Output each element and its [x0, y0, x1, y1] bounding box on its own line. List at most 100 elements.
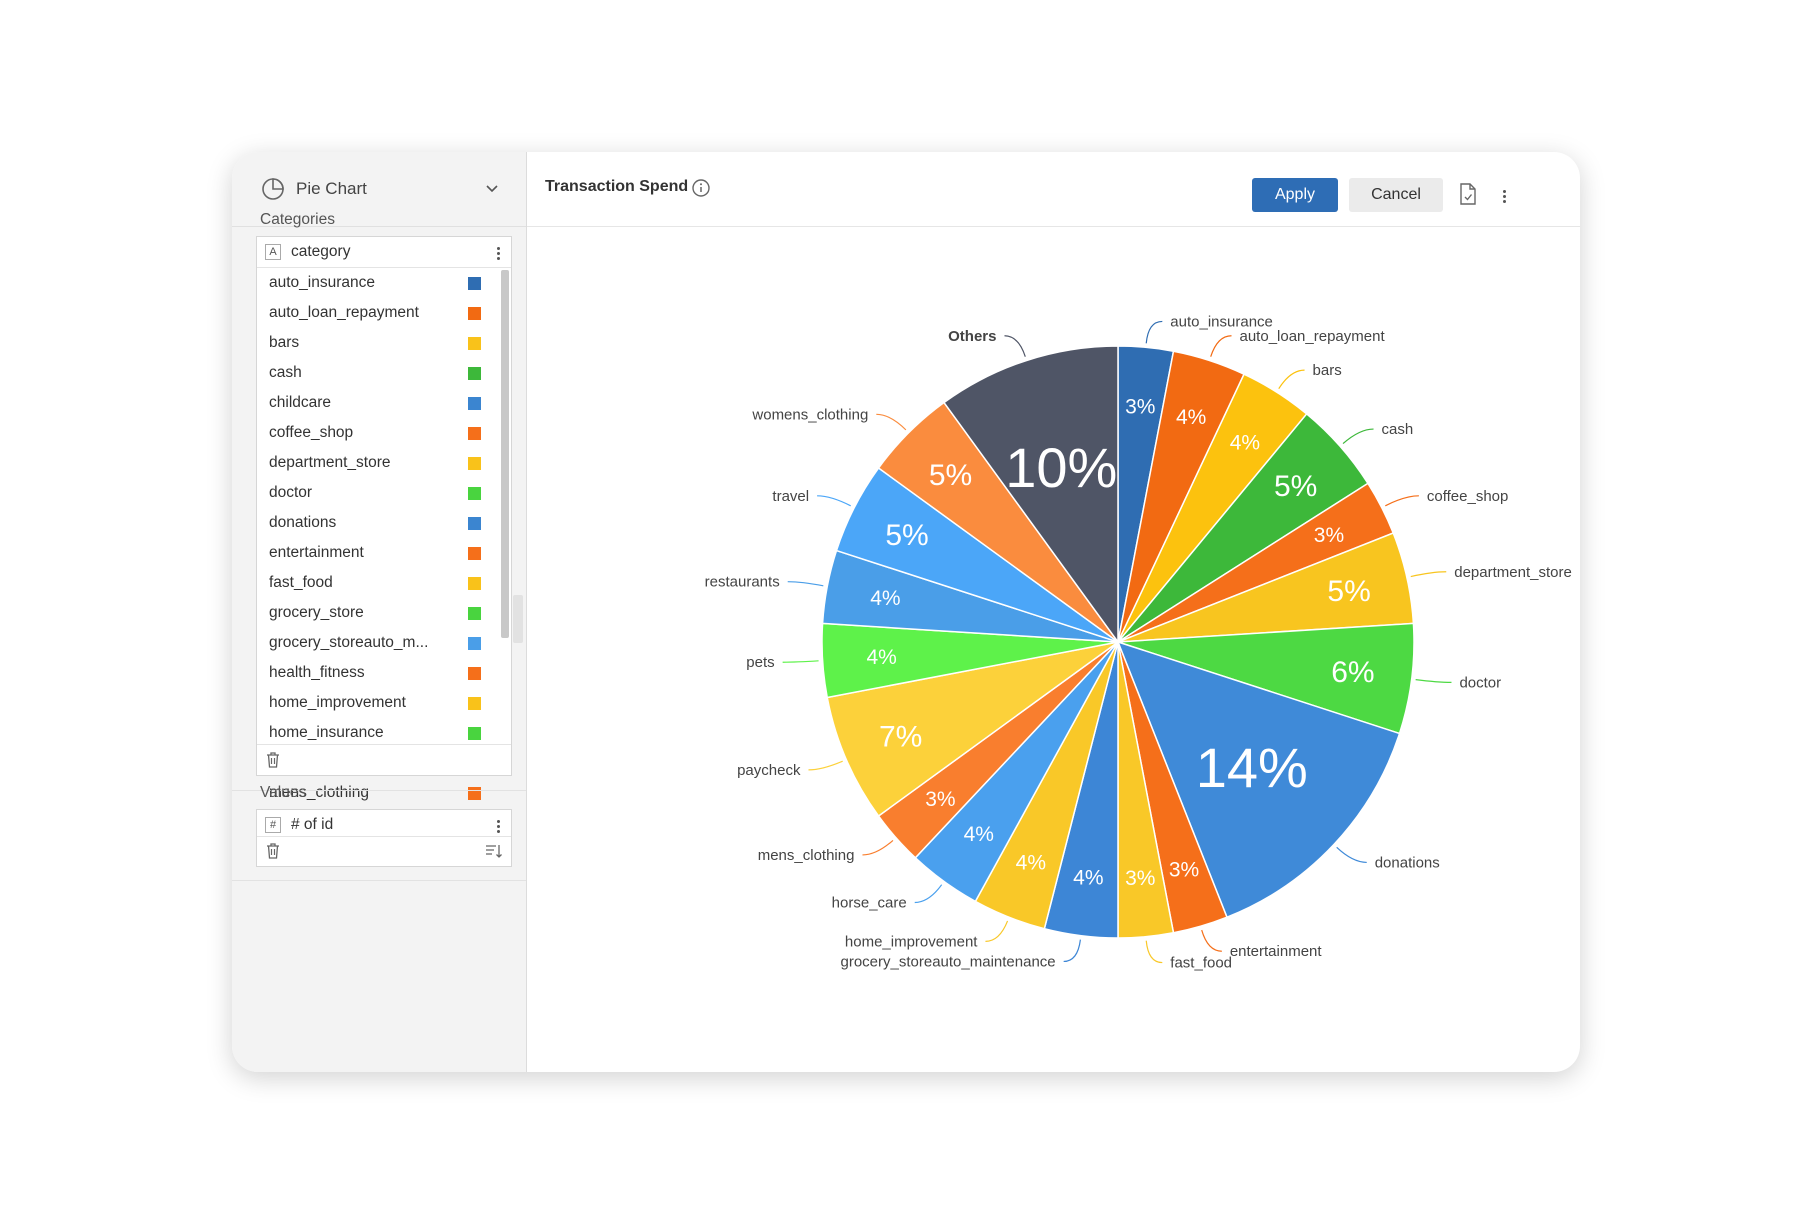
- color-swatch[interactable]: [468, 276, 481, 290]
- leader-line: [782, 660, 819, 663]
- kebab-menu-icon[interactable]: [497, 245, 501, 262]
- pie-slice-paycheck[interactable]: [826, 641, 1119, 818]
- category-item-label: coffee_shop: [269, 424, 354, 441]
- leader-line: [876, 413, 907, 431]
- category-list-item[interactable]: home_insurance: [257, 718, 497, 748]
- color-swatch[interactable]: [468, 426, 481, 440]
- category-list-item[interactable]: grocery_store: [257, 598, 497, 628]
- color-swatch[interactable]: [468, 366, 481, 380]
- leader-line: [985, 920, 1009, 942]
- category-list-item[interactable]: auto_loan_repayment: [257, 298, 497, 328]
- color-swatch[interactable]: [468, 336, 481, 350]
- category-list-item[interactable]: auto_insurance: [257, 268, 497, 298]
- category-item-label: donations: [269, 514, 337, 531]
- leader-line: [862, 839, 894, 856]
- category-field-pill[interactable]: A category: [257, 237, 511, 268]
- category-item-label: health_fitness: [269, 664, 365, 681]
- chart-toolbar: Transaction Spend Apply Cancel: [527, 152, 1580, 227]
- color-swatch[interactable]: [468, 516, 481, 530]
- categories-footer: [257, 744, 511, 775]
- category-list-scrollbar[interactable]: [501, 270, 509, 638]
- category-list-item[interactable]: health_fitness: [257, 658, 497, 688]
- color-swatch[interactable]: [468, 666, 481, 680]
- slice-percent-label: 3%: [1125, 396, 1155, 419]
- slice-category-label: auto_insurance: [1170, 313, 1273, 330]
- category-list-item[interactable]: coffee_shop: [257, 418, 497, 448]
- color-swatch[interactable]: [468, 576, 481, 590]
- category-list-item[interactable]: bars: [257, 328, 497, 358]
- slice-percent-label: 4%: [870, 587, 900, 610]
- info-icon[interactable]: [691, 178, 711, 198]
- chart-type-selector[interactable]: Pie Chart: [232, 152, 526, 227]
- leader-line: [1278, 369, 1305, 390]
- slice-category-label: restaurants: [705, 574, 780, 591]
- sidebar-resize-handle[interactable]: [513, 595, 523, 643]
- category-item-label: home_insurance: [269, 724, 384, 741]
- chart-editor-card: Pie Chart Categories A category auto_ins…: [232, 152, 1580, 1072]
- color-swatch[interactable]: [468, 786, 481, 800]
- text-type-icon: A: [265, 244, 281, 260]
- color-swatch[interactable]: [468, 726, 481, 740]
- slice-category-label: Others: [948, 328, 996, 345]
- trash-icon[interactable]: [265, 842, 281, 860]
- leader-line: [1063, 939, 1081, 963]
- leader-line: [787, 581, 824, 587]
- color-swatch[interactable]: [468, 456, 481, 470]
- category-item-label: auto_insurance: [269, 274, 375, 291]
- color-swatch[interactable]: [468, 306, 481, 320]
- categories-title: Categories: [260, 211, 335, 228]
- category-list-item[interactable]: donations: [257, 508, 497, 538]
- color-swatch[interactable]: [468, 636, 481, 650]
- pie-slice-donations[interactable]: [1116, 640, 1401, 919]
- slice-category-label: entertainment: [1230, 943, 1323, 960]
- category-list-item[interactable]: fast_food: [257, 568, 497, 598]
- slice-category-label: auto_loan_repayment: [1240, 328, 1386, 345]
- leader-line: [1385, 495, 1419, 507]
- pie-slice-Others[interactable]: [942, 345, 1119, 645]
- chevron-down-icon[interactable]: [484, 180, 500, 196]
- slice-percent-label: 4%: [1176, 406, 1206, 429]
- apply-button[interactable]: Apply: [1252, 178, 1338, 212]
- category-list-item[interactable]: home_improvement: [257, 688, 497, 718]
- category-list-item[interactable]: department_store: [257, 448, 497, 478]
- value-field-name: # of id: [291, 816, 334, 833]
- category-item-label: doctor: [269, 484, 313, 501]
- color-swatch[interactable]: [468, 486, 481, 500]
- color-swatch[interactable]: [468, 546, 481, 560]
- slice-percent-label: 4%: [1073, 866, 1103, 889]
- color-swatch[interactable]: [468, 396, 481, 410]
- category-item-label: department_store: [269, 454, 391, 471]
- color-swatch[interactable]: [468, 606, 481, 620]
- leader-line: [1145, 320, 1163, 344]
- slice-percent-label: 3%: [1169, 859, 1199, 882]
- category-list-item[interactable]: grocery_storeauto_m...: [257, 628, 497, 658]
- slice-percent-label: 4%: [1016, 852, 1046, 875]
- category-item-label: auto_loan_repayment: [269, 304, 419, 321]
- color-swatch[interactable]: [468, 696, 481, 710]
- slice-category-label: horse_care: [832, 895, 907, 912]
- leader-line: [1415, 679, 1452, 683]
- category-item-label: entertainment: [269, 544, 364, 561]
- kebab-menu-icon[interactable]: [497, 818, 501, 835]
- slice-percent-label: 3%: [1125, 867, 1155, 890]
- leader-line: [1145, 940, 1163, 964]
- export-file-icon[interactable]: [1457, 182, 1479, 206]
- slice-category-label: fast_food: [1170, 955, 1232, 972]
- leader-line: [817, 495, 851, 507]
- sort-icon[interactable]: [485, 842, 503, 860]
- categories-field-box: A category auto_insurance auto_loan_repay…: [256, 236, 512, 801]
- slice-percent-label: 5%: [885, 519, 928, 552]
- more-options-icon[interactable]: [1503, 188, 1507, 205]
- leader-line: [808, 760, 843, 771]
- category-list-item[interactable]: doctor: [257, 478, 497, 508]
- cancel-button[interactable]: Cancel: [1349, 178, 1443, 212]
- trash-icon[interactable]: [265, 751, 281, 769]
- slice-category-label: cash: [1382, 421, 1414, 438]
- category-list-item[interactable]: cash: [257, 358, 497, 388]
- category-item-label: grocery_storeauto_m...: [269, 634, 429, 651]
- category-list-item[interactable]: entertainment: [257, 538, 497, 568]
- category-list-item[interactable]: childcare: [257, 388, 497, 418]
- leader-line: [1004, 335, 1026, 357]
- category-list-item[interactable]: mens_clothing: [257, 778, 497, 804]
- leader-line: [1342, 428, 1374, 445]
